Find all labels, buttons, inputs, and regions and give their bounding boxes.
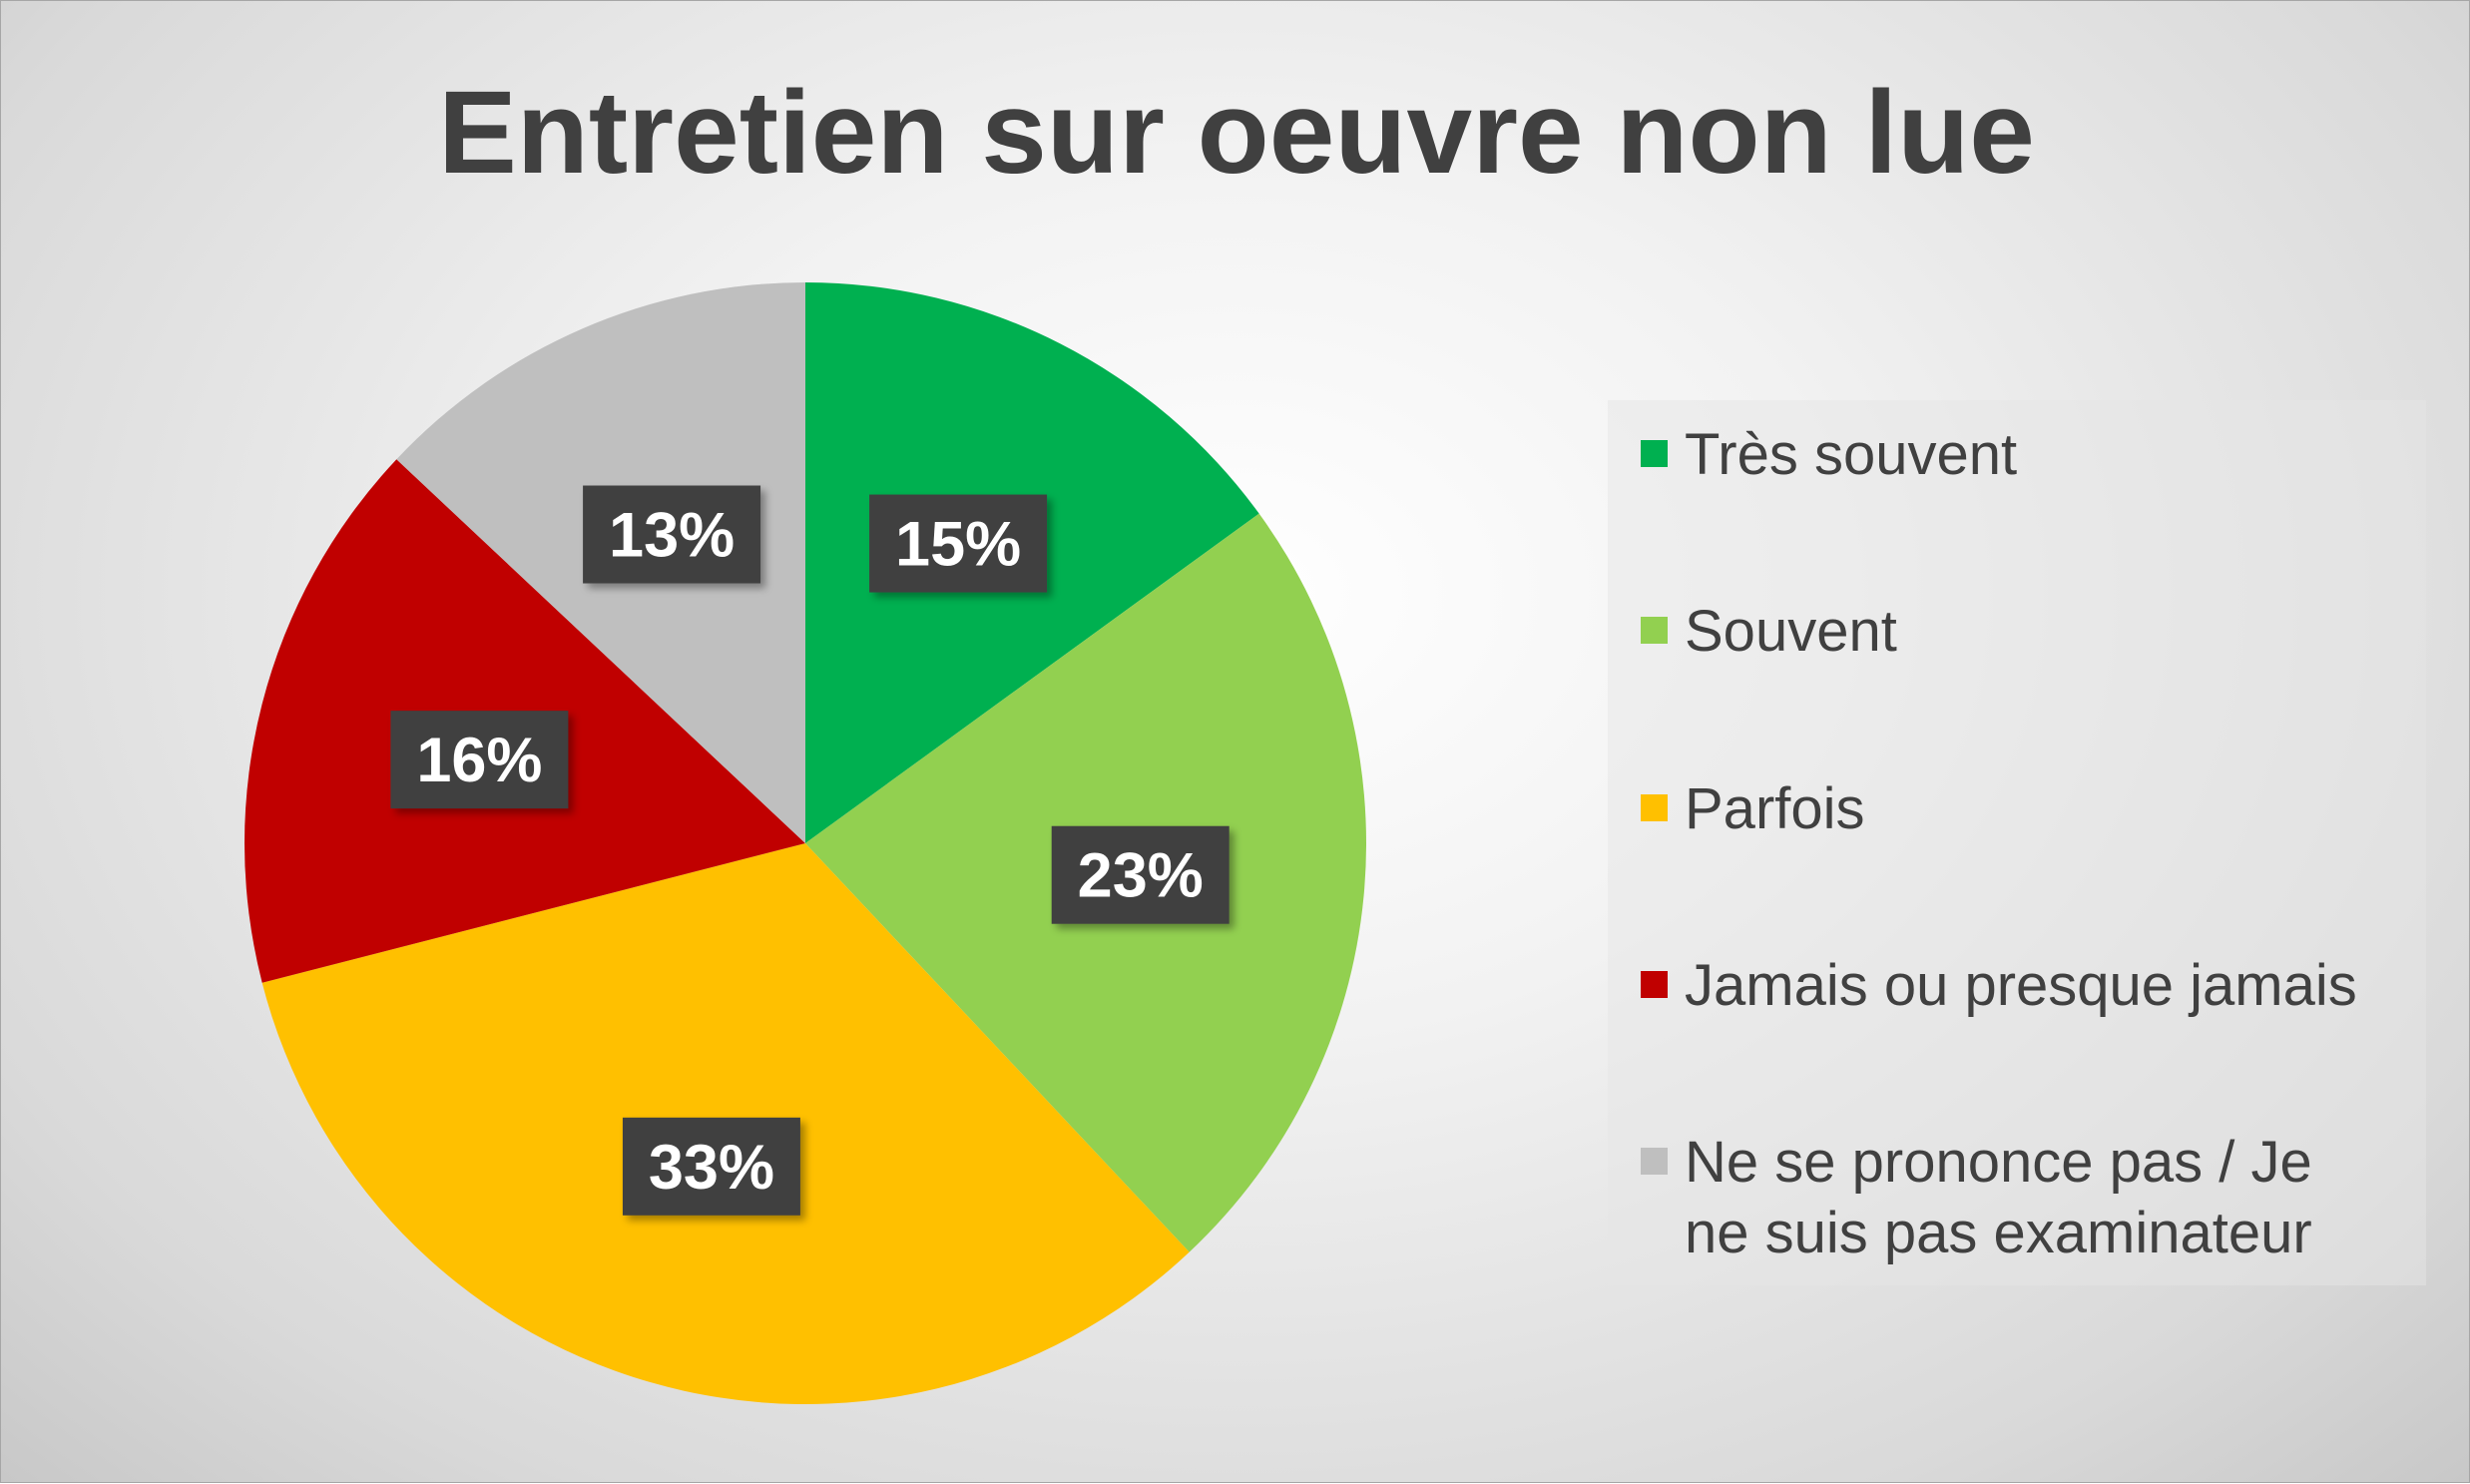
data-label-box	[1051, 825, 1230, 924]
legend-marker	[1641, 440, 1668, 467]
data-label: 33%	[622, 1117, 800, 1216]
data-label-text: 33%	[649, 1133, 774, 1203]
data-label-text: 15%	[895, 510, 1021, 580]
legend-label: Ne se prononce pas / Je	[1685, 1130, 2312, 1195]
data-label-box	[622, 1117, 800, 1216]
legend-label: ne suis pas examinateur	[1685, 1201, 2312, 1265]
data-label-box	[390, 711, 569, 809]
legend-marker	[1641, 971, 1668, 998]
legend-marker	[1641, 1148, 1668, 1175]
legend-label: Très souvent	[1685, 422, 2017, 487]
legend-box	[1608, 400, 2426, 1285]
data-label: 23%	[1051, 825, 1230, 924]
legend-label: Jamais ou presque jamais	[1685, 953, 2357, 1018]
legend-label: Parfois	[1685, 776, 1865, 841]
legend-marker	[1641, 617, 1668, 644]
legend-item: Souvent	[1641, 599, 1897, 664]
data-label: 16%	[390, 711, 569, 809]
data-label-text: 23%	[1078, 841, 1204, 911]
chart-title: Entretien sur oeuvre non lue	[438, 67, 2035, 199]
legend-item: Très souvent	[1641, 422, 2017, 487]
legend-item: Parfois	[1641, 776, 1865, 841]
data-label: 13%	[583, 485, 761, 584]
legend-item: Jamais ou presque jamais	[1641, 953, 2357, 1018]
legend-label: Souvent	[1685, 599, 1897, 664]
data-label-text: 13%	[609, 501, 735, 571]
data-label-text: 16%	[416, 726, 542, 795]
legend-marker	[1641, 794, 1668, 821]
data-label-box	[583, 485, 761, 584]
data-label: 15%	[869, 494, 1048, 593]
data-label-box	[869, 494, 1048, 593]
